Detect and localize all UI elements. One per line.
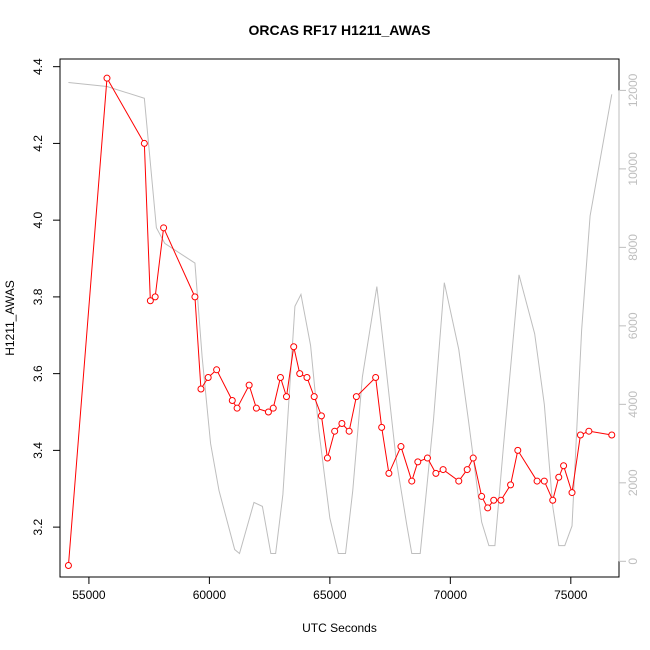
data-point (197, 385, 205, 393)
data-point (490, 496, 498, 504)
data-point (64, 561, 72, 569)
data-point (146, 297, 154, 305)
data-point (282, 393, 290, 401)
y2-tick-label: 10000 (626, 152, 640, 186)
data-point (103, 74, 111, 82)
data-point (264, 408, 272, 416)
primary-series-line (67, 76, 612, 566)
data-point (296, 370, 304, 378)
x-axis: 55000 60000 65000 70000 75000 (72, 576, 588, 602)
data-point (378, 423, 386, 431)
y-tick-label: 4.4 (31, 58, 45, 75)
y-axis-left: 3.2 3.4 3.6 3.8 4.0 4.2 4.4 (31, 58, 61, 535)
data-point (269, 404, 277, 412)
data-point (140, 139, 148, 147)
data-point (276, 373, 284, 381)
data-point (160, 224, 168, 232)
data-point (397, 443, 405, 451)
y-axis-right: 0 2000 4000 6000 8000 10000 12000 (618, 73, 640, 565)
y-tick-label: 4.0 (31, 211, 45, 228)
y2-tick-label: 0 (626, 558, 640, 565)
data-point (576, 431, 584, 439)
x-tick-label: 60000 (193, 588, 227, 602)
data-point (439, 466, 447, 474)
data-point (585, 427, 593, 435)
data-point (463, 466, 471, 474)
data-point (317, 412, 325, 420)
y-tick-label: 4.2 (31, 135, 45, 152)
data-point (323, 454, 331, 462)
data-point (310, 393, 318, 401)
data-point (560, 462, 568, 470)
data-point (372, 373, 380, 381)
data-point (191, 293, 199, 301)
x-tick-label: 55000 (72, 588, 106, 602)
data-point (469, 454, 477, 462)
data-point (252, 404, 260, 412)
series-layer (64, 74, 616, 569)
data-point (533, 477, 541, 485)
y-tick-label: 3.2 (31, 518, 45, 535)
data-point (568, 489, 576, 497)
data-point (414, 458, 422, 466)
y-tick-label: 3.4 (31, 442, 45, 459)
y2-tick-label: 12000 (626, 73, 640, 107)
x-tick-label: 65000 (313, 588, 347, 602)
data-point (331, 427, 339, 435)
chart-title: ORCAS RF17 H1211_AWAS (248, 22, 430, 38)
data-point (555, 473, 563, 481)
data-point (385, 469, 393, 477)
data-point (432, 469, 440, 477)
y-tick-label: 3.8 (31, 288, 45, 305)
data-point (213, 366, 221, 374)
data-point (507, 481, 515, 489)
x-tick-label: 70000 (434, 588, 468, 602)
y-tick-label: 3.6 (31, 365, 45, 382)
data-point (455, 477, 463, 485)
data-point (151, 293, 159, 301)
data-point (549, 496, 557, 504)
data-point (204, 373, 212, 381)
y2-tick-label: 4000 (626, 391, 640, 418)
data-point (540, 477, 548, 485)
data-point (352, 393, 360, 401)
x-axis-label: UTC Seconds (302, 621, 377, 635)
y2-tick-label: 2000 (626, 469, 640, 496)
y-axis-label: H1211_AWAS (3, 280, 17, 356)
data-point (423, 454, 431, 462)
data-point (608, 431, 616, 439)
data-point (338, 420, 346, 428)
data-point (228, 396, 236, 404)
data-point (303, 373, 311, 381)
data-point (245, 381, 253, 389)
data-point (345, 427, 353, 435)
data-point (408, 477, 416, 485)
plot-frame (59, 58, 620, 578)
x-tick-label: 75000 (554, 588, 588, 602)
data-point (484, 504, 492, 512)
data-point (233, 404, 241, 412)
secondary-series-line (68, 82, 613, 555)
data-point (497, 496, 505, 504)
data-point (514, 446, 522, 454)
y2-tick-label: 8000 (626, 234, 640, 261)
data-point (478, 492, 486, 500)
y2-tick-label: 6000 (626, 312, 640, 339)
data-point (290, 343, 298, 351)
